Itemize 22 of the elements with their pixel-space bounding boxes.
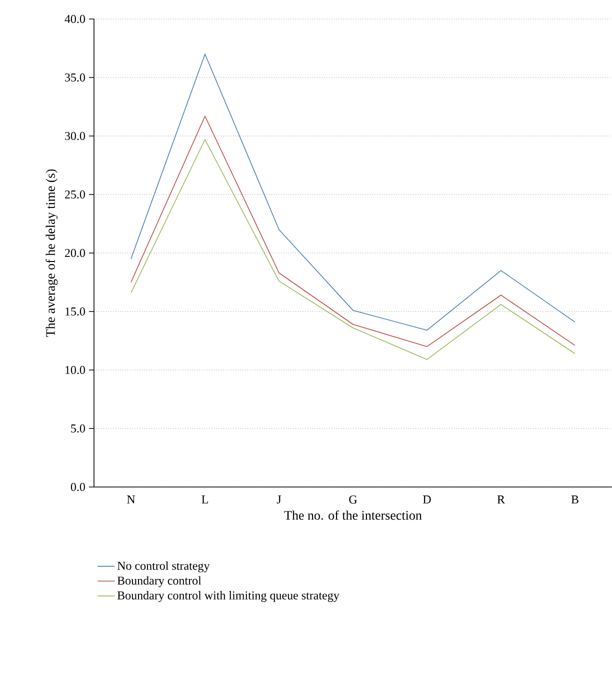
y-tick-label: 10.0 bbox=[66, 366, 85, 374]
x-axis-title: The no. of the intersection bbox=[284, 510, 422, 520]
x-tick-label: D bbox=[423, 496, 431, 504]
x-tick-label: G bbox=[349, 496, 357, 504]
y-tick-label: 20.0 bbox=[65, 248, 85, 258]
y-tick-label: 30.0 bbox=[65, 132, 85, 140]
y-tick-label: 0.0 bbox=[70, 482, 85, 492]
y-tick-label: 5.0 bbox=[71, 424, 85, 433]
x-tick-label: J bbox=[276, 496, 282, 504]
y-axis-title: The average of he delay time (s) bbox=[46, 169, 58, 337]
line-series bbox=[130, 54, 576, 331]
x-tick-label: L bbox=[202, 496, 208, 504]
x-tick-label: N bbox=[127, 496, 136, 504]
y-tick-label: 40.0 bbox=[64, 14, 85, 24]
x-tick-label: B bbox=[571, 496, 578, 504]
legend-label: No control strategy bbox=[117, 561, 210, 572]
y-tick-label: 15.0 bbox=[66, 307, 85, 316]
legend-label: Boundary control with limiting queue strategy bbox=[117, 591, 340, 602]
y-tick-label: 35.0 bbox=[65, 73, 85, 82]
y-tick-label: 25.0 bbox=[65, 190, 85, 199]
x-tick-label: R bbox=[497, 496, 505, 504]
legend-label: Boundary control bbox=[117, 576, 202, 588]
